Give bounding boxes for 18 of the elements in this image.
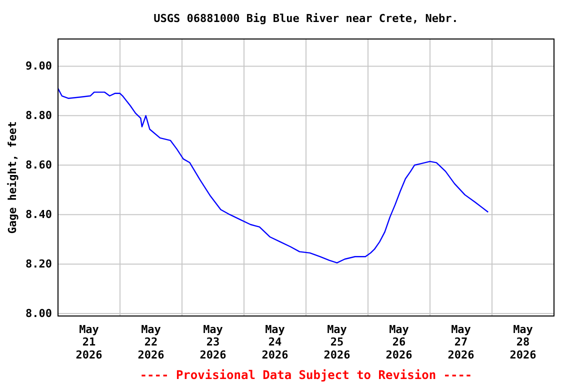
x-tick-label: May 28 2026 [510, 323, 537, 362]
chart-title: USGS 06881000 Big Blue River near Crete, Nebr. [154, 12, 458, 25]
y-tick-label: 9.00 [26, 60, 52, 73]
y-tick-label: 8.80 [26, 109, 52, 122]
x-tick-label: May 26 2026 [386, 323, 413, 362]
x-tick-label: May 22 2026 [138, 323, 165, 362]
x-tick-label: May 24 2026 [262, 323, 289, 362]
y-tick-label: 8.00 [26, 307, 52, 320]
x-tick-label: May 27 2026 [448, 323, 475, 362]
y-tick-label: 8.60 [26, 158, 52, 172]
x-tick-label: May 25 2026 [324, 323, 351, 362]
x-tick-label: May 21 2026 [76, 323, 103, 362]
x-tick-label: May 23 2026 [200, 323, 227, 362]
line-series [57, 88, 489, 264]
y-tick-label: 8.40 [26, 208, 52, 222]
y-axis-title: Gage height, feet [6, 121, 19, 234]
y-tick-label: 8.20 [26, 258, 52, 271]
text: ---- Provisional Data Subject to Revision ---- [140, 368, 472, 382]
